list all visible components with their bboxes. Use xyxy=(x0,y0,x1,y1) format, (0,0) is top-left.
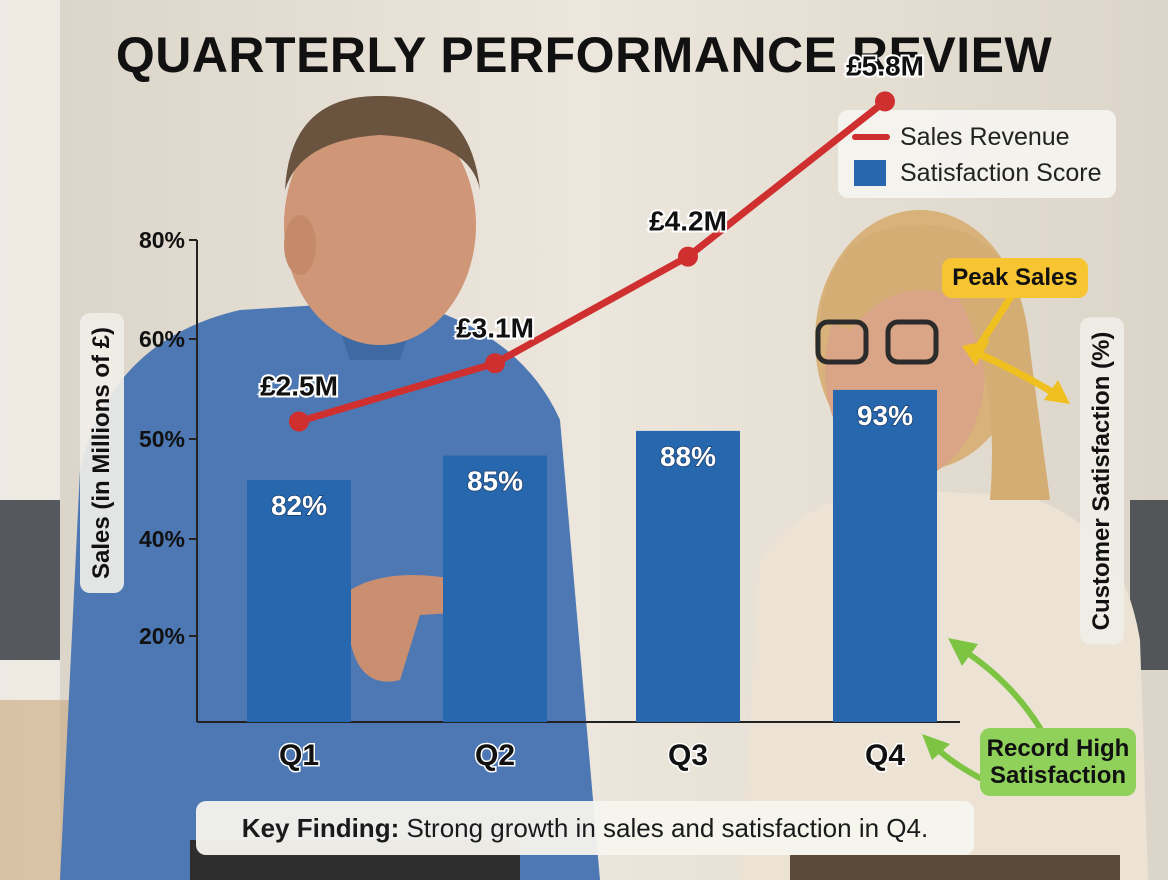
satisfaction-bar xyxy=(247,480,351,722)
sales-data-label: £5.8M xyxy=(846,50,924,81)
sales-point xyxy=(678,246,698,267)
satisfaction-bar xyxy=(443,455,547,722)
key-finding-label: Key Finding: xyxy=(241,813,400,843)
key-finding-text: Strong growth in sales and satisfaction … xyxy=(406,813,929,843)
record-callout-line2: Satisfaction xyxy=(989,762,1127,789)
legend-entry-satisfaction: Satisfaction Score xyxy=(852,158,1102,188)
satisfaction-data-label: 88% xyxy=(660,441,716,472)
record-satisfaction-callout: Record High Satisfaction xyxy=(980,728,1136,796)
peak-arrow xyxy=(969,294,1066,402)
y-tick-label: 80% xyxy=(139,227,185,253)
record-callout-line1: Record High xyxy=(986,735,1130,762)
satisfaction-data-label: 82% xyxy=(271,490,327,521)
sales-data-label: £3.1M xyxy=(456,312,534,343)
sales-data-label: £4.2M xyxy=(649,206,727,237)
legend-line-swatch xyxy=(852,134,890,140)
record-arrowhead-lower xyxy=(922,734,950,760)
sales-line xyxy=(298,98,888,425)
legend-bar-swatch xyxy=(854,160,886,186)
sales-point xyxy=(485,353,505,374)
y-tick-label: 60% xyxy=(139,326,185,352)
satisfaction-bar xyxy=(636,430,740,722)
x-tick-label: Q1 xyxy=(279,739,319,772)
peak-arrowhead-left xyxy=(962,340,990,366)
sales-data-label: £2.5M xyxy=(260,371,338,402)
legend: Sales Revenue Satisfaction Score xyxy=(838,110,1116,198)
y-tick-label: 40% xyxy=(139,526,185,552)
y-tick-label: 50% xyxy=(139,426,185,452)
legend-label-satisfaction: Satisfaction Score xyxy=(900,158,1102,187)
sales-point xyxy=(289,411,309,432)
x-tick-label: Q3 xyxy=(668,739,708,772)
y-tick-label: 20% xyxy=(139,623,185,649)
satisfaction-data-label: 85% xyxy=(467,466,523,497)
x-tick-label: Q4 xyxy=(865,739,905,772)
record-arrowhead-upper xyxy=(948,638,978,666)
key-finding-box: Key Finding: Strong growth in sales and … xyxy=(196,801,974,855)
satisfaction-bar xyxy=(833,389,937,722)
chart-title: QUARTERLY PERFORMANCE REVIEW xyxy=(115,27,1053,83)
legend-entry-sales: Sales Revenue xyxy=(852,122,1070,152)
x-tick-label: Q2 xyxy=(475,739,515,772)
peak-arrowhead-right xyxy=(1044,380,1070,404)
satisfaction-data-label: 93% xyxy=(857,400,913,431)
peak-sales-callout: Peak Sales xyxy=(942,258,1088,298)
legend-label-sales: Sales Revenue xyxy=(900,122,1070,151)
record-arrow-upper xyxy=(957,645,1043,731)
sales-point xyxy=(875,91,895,112)
